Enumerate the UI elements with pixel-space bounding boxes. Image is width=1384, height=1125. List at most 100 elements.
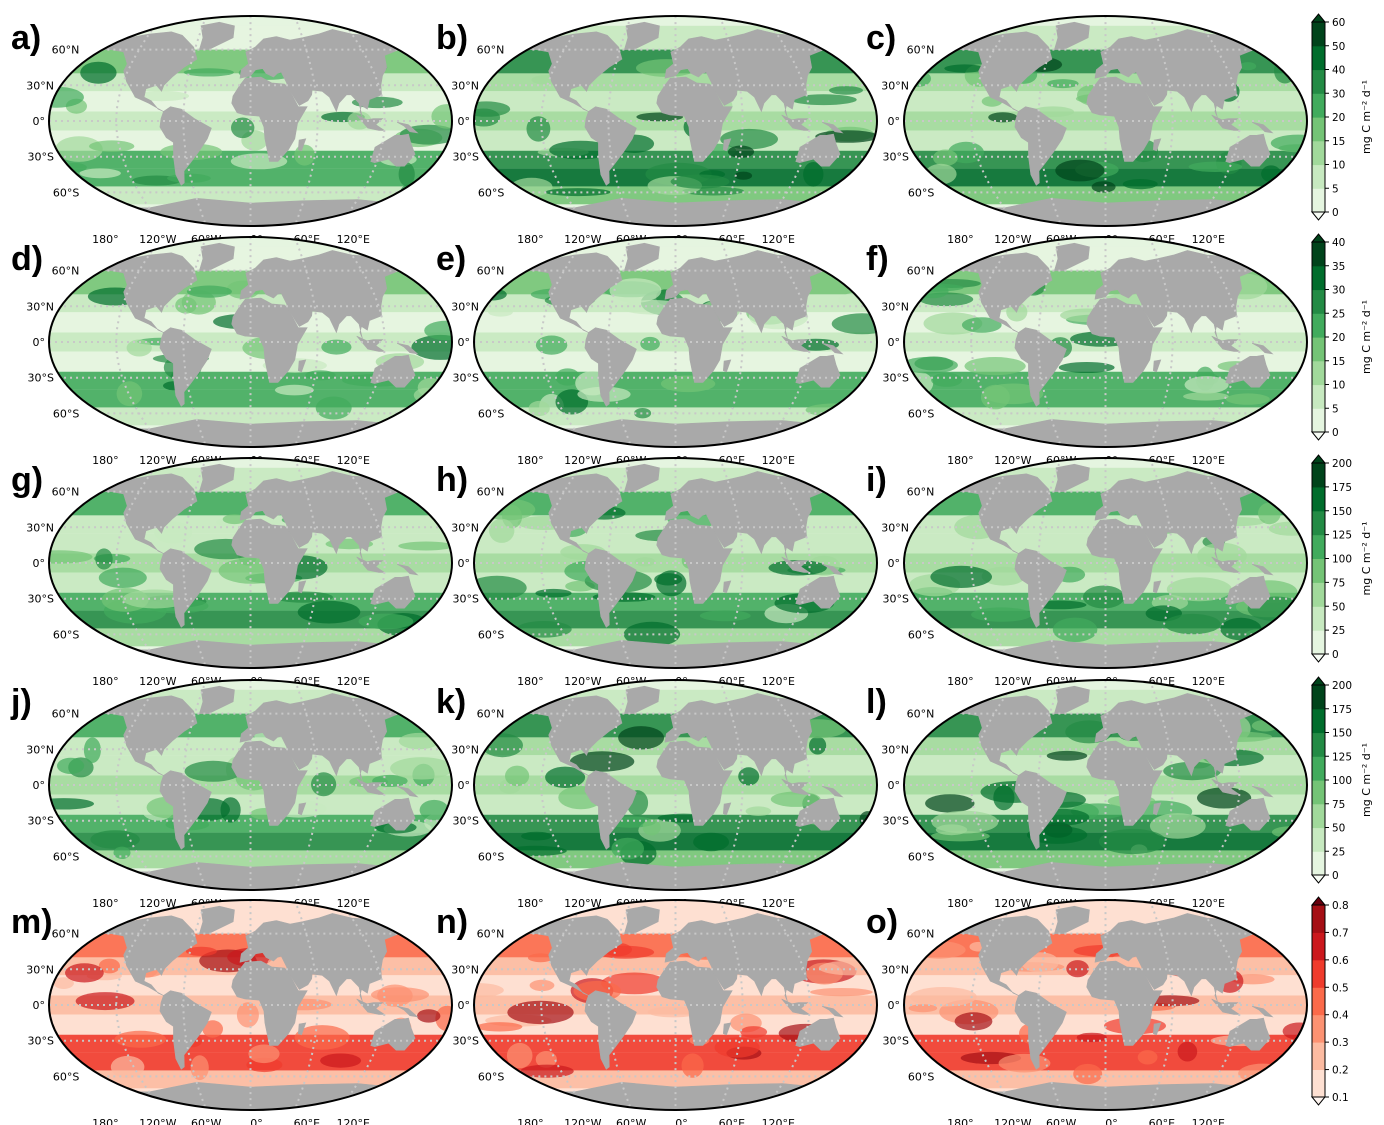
colorbar-segment: [1312, 22, 1325, 47]
contour-patch: [89, 140, 135, 152]
greenland-landmass: [1053, 463, 1090, 492]
north-america-landmass: [951, 695, 1053, 776]
contour-patch: [1177, 1041, 1198, 1062]
longitude-gridline: [540, 680, 590, 890]
latitude-tick-label: 60°S: [908, 850, 934, 863]
greenland-landmass: [623, 685, 660, 714]
contour-patch: [114, 1030, 167, 1048]
colorbar-tick-label: 5: [1332, 403, 1339, 415]
colorbar-tick-label: 0.7: [1332, 927, 1349, 939]
latitude-tick-label: 30°N: [881, 963, 909, 976]
colorbar-tick-label: 20: [1332, 332, 1345, 344]
contour-band: [474, 832, 877, 851]
longitude-tick-label: 60°E: [294, 1117, 320, 1125]
latitude-tick-label: 30°S: [453, 151, 479, 164]
ocean-field: [474, 458, 877, 668]
colorbar-segment: [1312, 959, 1325, 988]
longitude-gridline: [336, 237, 386, 447]
madagascar-landmass: [1152, 359, 1162, 373]
colorbar-segment: [1312, 905, 1325, 933]
map-panel: n) 60°N 30°N 0° 30°S 60°S 180° 120°W 60°W 0° 60°E 1…: [436, 899, 878, 1125]
greenland-landmass: [198, 242, 235, 271]
colorbar: 0 5 10 15 20 25 30 35 40 mg C m⁻² d⁻¹: [1310, 233, 1373, 441]
latitude-tick-label: 30°N: [26, 521, 54, 534]
contour-patch: [489, 518, 515, 543]
latitude-tick-label: 60°S: [53, 1070, 79, 1083]
colorbar-segment: [1312, 827, 1325, 852]
colorbar-min-arrow: [1310, 211, 1327, 221]
australia-landmass: [1225, 133, 1271, 167]
australia-landmass: [795, 797, 841, 831]
contour-patch: [186, 285, 232, 298]
panel-letter: l): [866, 683, 887, 721]
colorbar-tick-label: 125: [1332, 530, 1352, 542]
longitude-tick-label: 120°W: [564, 675, 601, 688]
colorbar-tick-label: 0: [1332, 207, 1339, 219]
longitude-tick-label: 120°E: [1192, 233, 1225, 246]
latitude-tick-label: 30°N: [451, 300, 479, 313]
australia-landmass: [795, 133, 841, 167]
gridlines: [474, 680, 877, 890]
latitude-tick-label: 0°: [888, 779, 901, 792]
map-outline: [473, 679, 878, 891]
contour-patch: [274, 384, 314, 396]
map-panel: j)60°N30°N0°30°S60°S180°120°W60°W0°60°E1…: [10, 679, 453, 910]
colorbar-segment: [1312, 685, 1325, 710]
contour-patch: [1137, 1050, 1158, 1065]
indonesia-landmass: [1211, 335, 1241, 352]
longitude-gridline: [718, 16, 744, 226]
australia-landmass: [795, 354, 841, 388]
longitude-gridline: [1191, 237, 1241, 447]
australia-landmass: [370, 575, 416, 609]
australia-landmass: [370, 354, 416, 388]
eurasia-landmass: [664, 913, 842, 1002]
gridlines: [904, 237, 1307, 447]
latitude-tick-label: 60°N: [907, 265, 935, 278]
eurasia-landmass: [239, 29, 417, 118]
map-panel: a)60°N30°N0°30°S60°S180°120°W60°W0°60°E1…: [11, 15, 453, 246]
eurasia-landmass: [1094, 471, 1272, 560]
madagascar-landmass: [297, 359, 307, 373]
contour-patch: [79, 168, 121, 179]
gridlines: [49, 900, 452, 1110]
colorbar-segment: [1312, 630, 1325, 655]
madagascar-landmass: [297, 1022, 307, 1036]
colorbar-max-arrow: [1310, 454, 1327, 464]
colorbar-tick-label: 25: [1332, 846, 1345, 858]
longitude-tick-label: 120°W: [139, 233, 176, 246]
contour-patch: [535, 335, 568, 355]
contour-patch: [933, 149, 958, 167]
contour-patch: [1066, 960, 1089, 978]
new-guinea-landmass: [821, 563, 844, 576]
longitude-tick-label: 120°E: [762, 233, 795, 246]
contour-patch: [417, 378, 444, 398]
panel-letter: o): [866, 903, 898, 941]
contour-patch: [1197, 787, 1252, 809]
contour-patch: [745, 806, 772, 816]
contour-patch: [1258, 502, 1281, 525]
north-america-landmass: [951, 31, 1053, 112]
contour-patch: [734, 171, 753, 180]
ocean-field: [49, 16, 452, 226]
longitude-tick-label: 120°E: [337, 1117, 370, 1125]
australia-landmass: [370, 1017, 416, 1051]
contour-patch: [930, 565, 992, 589]
australia-landmass: [1225, 1017, 1271, 1051]
contour-band: [904, 995, 1307, 1015]
indonesia-landmass: [1211, 778, 1241, 795]
colorbar-tick-label: 0.1: [1332, 1092, 1349, 1104]
contour-patch: [110, 1055, 145, 1079]
contour-patch: [740, 1026, 768, 1038]
contour-band: [904, 1034, 1307, 1053]
colorbar-segment: [1312, 289, 1325, 314]
longitude-gridline: [607, 237, 633, 447]
latitude-tick-label: 30°S: [883, 151, 909, 164]
panel-letter: c): [866, 19, 896, 57]
contour-patch: [1122, 179, 1158, 190]
latitude-tick-label: 60°N: [52, 486, 80, 499]
north-america-landmass: [521, 915, 623, 996]
longitude-gridline: [293, 458, 319, 668]
contour-patch: [294, 144, 315, 166]
map-panel: e)60°N30°N0°30°S60°S180°120°W60°W0°60°E1…: [436, 236, 878, 467]
colorbar-tick-label: 0.3: [1332, 1037, 1349, 1049]
